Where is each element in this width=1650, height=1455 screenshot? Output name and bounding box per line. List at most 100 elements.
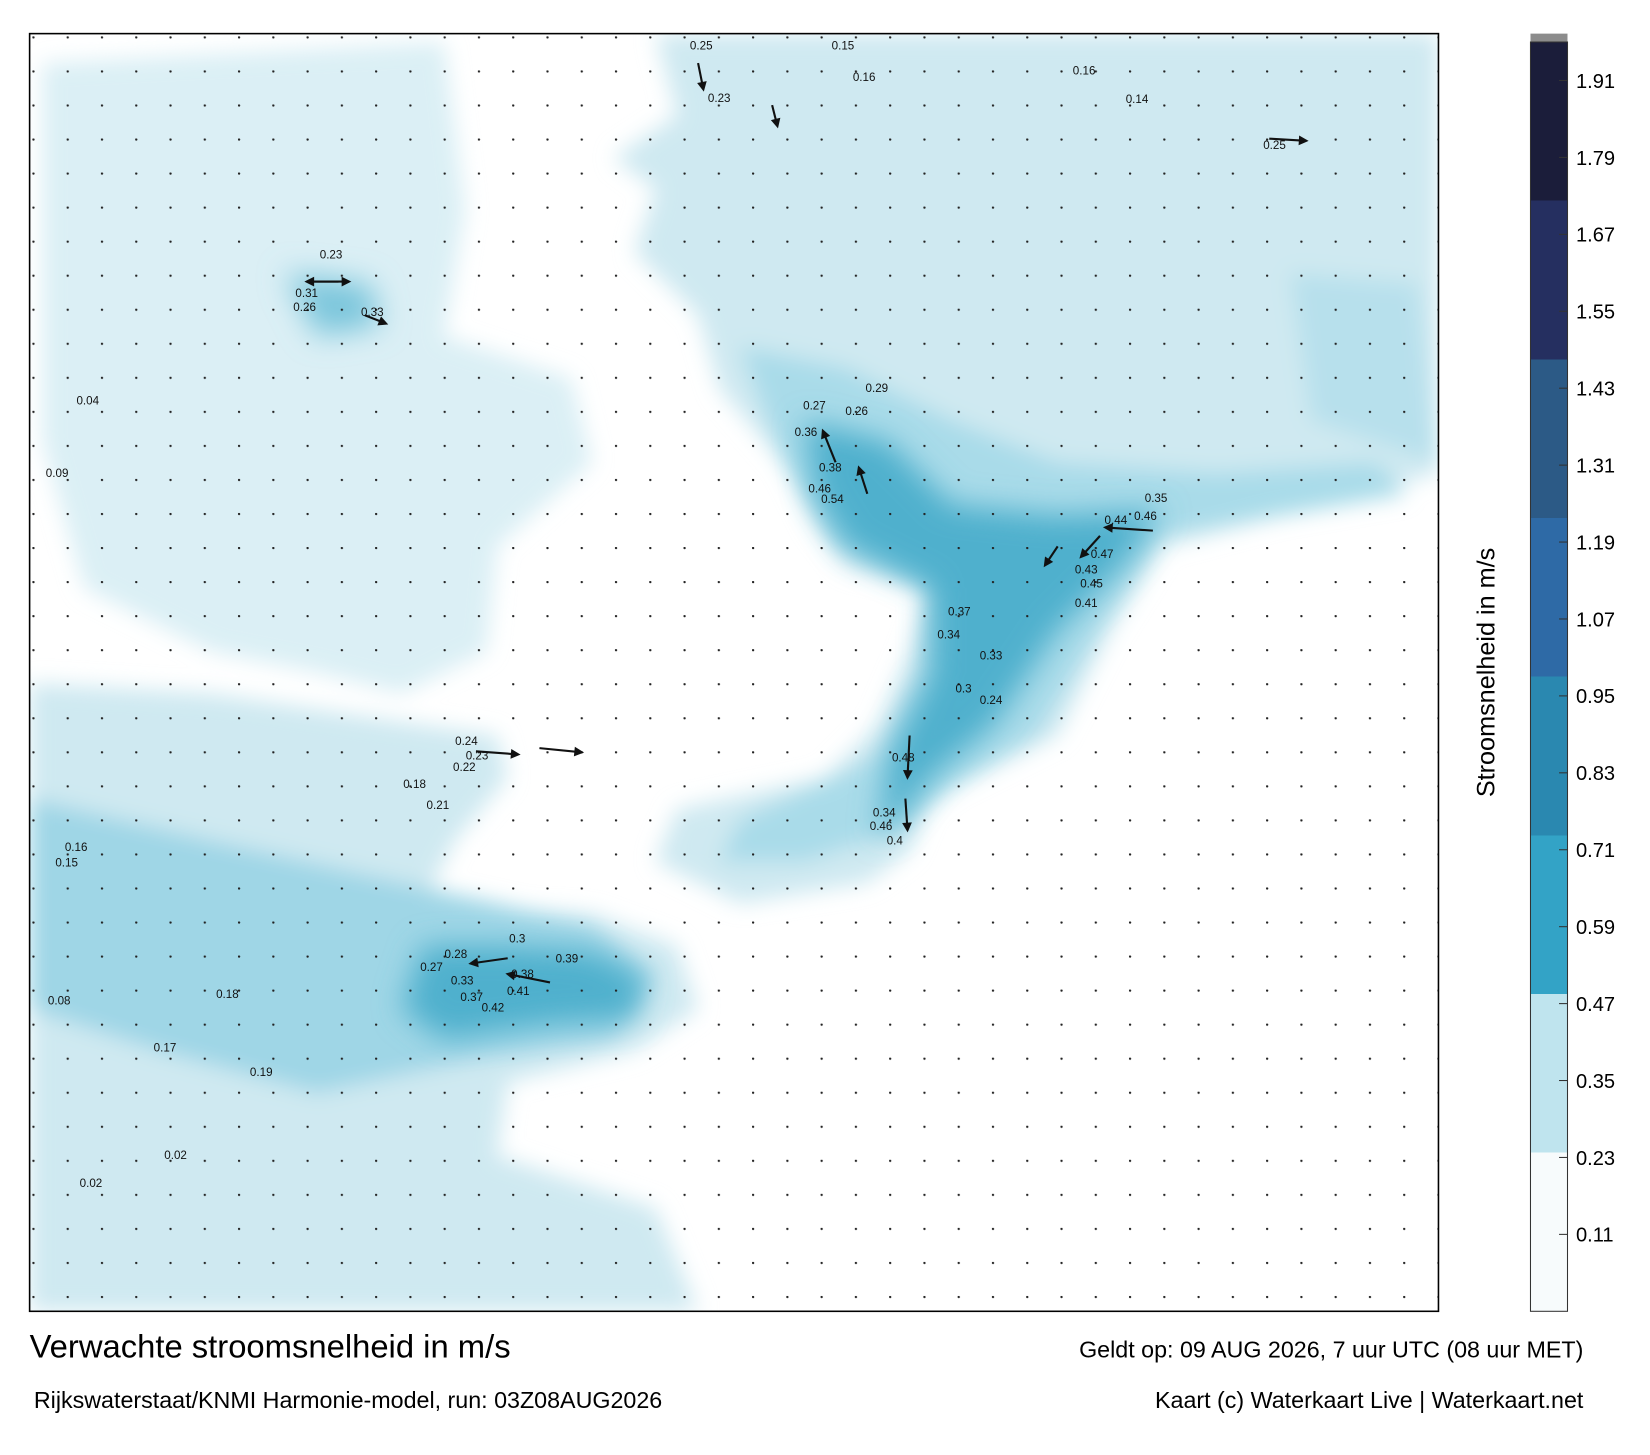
colorbar-tick-label: 1.31 [1576, 456, 1615, 478]
speed-label: 0.02 [80, 1178, 103, 1190]
speed-label: 0.24 [980, 695, 1003, 707]
speed-label: 0.41 [507, 986, 530, 998]
speed-label: 0.35 [1145, 493, 1168, 505]
colorbar-tick-label: 0.71 [1576, 840, 1615, 862]
arrow-head [1079, 548, 1090, 559]
speed-label: 0.31 [295, 288, 318, 300]
colorbar-tick-label: 1.55 [1576, 302, 1615, 324]
colorbar-tick-label: 1.07 [1576, 609, 1615, 631]
speed-label: 0.38 [819, 463, 842, 475]
colorbar-tick-label: 0.11 [1576, 1225, 1614, 1247]
speed-label: 0.19 [250, 1067, 273, 1079]
subtitle: Rijkswaterstaat/KNMI Harmonie-model, run… [34, 1387, 662, 1413]
speed-label: 0.29 [866, 383, 889, 395]
arrow-head [341, 276, 352, 287]
valid-time: Geldt op: 09 AUG 2026, 7 uur UTC (08 uur… [1079, 1337, 1583, 1363]
current-arrows [304, 62, 1309, 984]
speed-label: 0.37 [460, 992, 483, 1004]
speed-label: 0.41 [1075, 598, 1098, 610]
colorbar-tick-label: 0.35 [1576, 1071, 1615, 1093]
colorbar-tick-label: 0.95 [1576, 686, 1615, 708]
speed-label: 0.33 [980, 651, 1003, 663]
speed-label: 0.26 [293, 302, 316, 314]
speed-label: 0.45 [1080, 578, 1103, 590]
speed-label: 0.18 [216, 989, 239, 1001]
colorbar-tick-label: 0.83 [1576, 763, 1615, 785]
speed-label: 0.44 [1105, 515, 1128, 527]
arrow-head [1102, 523, 1114, 533]
arrow-head [770, 117, 781, 129]
speed-label: 0.34 [937, 630, 960, 642]
speed-label: 0.27 [803, 401, 826, 413]
speed-label: 0.48 [892, 753, 915, 765]
speed-label: 0.15 [55, 858, 78, 870]
arrow-head [505, 970, 516, 981]
colorbar-tick-label: 1.91 [1576, 71, 1615, 93]
speed-label: 0.21 [427, 800, 450, 812]
speed-label: 0.36 [795, 427, 818, 439]
credit: Kaart (c) Waterkaart Live | Waterkaart.n… [1155, 1387, 1584, 1413]
speed-label: 0.46 [808, 484, 831, 496]
speed-label: 0.4 [887, 836, 904, 848]
title: Verwachte stroomsnelheid in m/s [30, 1328, 511, 1365]
colorbar-label: Stroomsnelheid in m/s [1472, 548, 1500, 797]
speed-label: 0.26 [845, 406, 868, 418]
arrow-head [468, 957, 479, 968]
speed-label: 0.39 [556, 953, 579, 965]
arrow-head [573, 746, 585, 757]
speed-label: 0.25 [690, 40, 713, 52]
speed-label: 0.09 [46, 468, 69, 480]
speed-label: 0.17 [154, 1043, 177, 1055]
colorbar-tick-label: 1.79 [1576, 148, 1615, 170]
speed-labels: 0.310.26 0.330.230.380.460.540.360.27 0.26… [46, 40, 1286, 1190]
speed-label: 0.16 [65, 842, 88, 854]
colorbar [1529, 41, 1569, 1312]
speed-label: 0.04 [76, 395, 99, 407]
current-arrow [1105, 526, 1153, 532]
speed-label: 0.08 [48, 995, 71, 1007]
speed-label: 0.23 [708, 93, 731, 105]
speed-label: 0.16 [1073, 66, 1096, 78]
speed-label: 0.18 [403, 779, 426, 791]
speed-label: 0.27 [420, 962, 443, 974]
arrow-head [821, 428, 831, 440]
arrow-head [1043, 556, 1054, 568]
speed-label: 0.43 [1075, 565, 1098, 577]
speed-label: 0.38 [511, 969, 534, 981]
speed-label: 0.34 [873, 807, 896, 819]
arrow-head [697, 81, 707, 92]
colorbar-tick-label: 0.23 [1576, 1148, 1615, 1170]
colorbar-cap [1530, 33, 1568, 43]
speed-label: 0.23 [466, 751, 489, 763]
speed-label: 0.3 [509, 933, 525, 945]
arrow-head [1298, 135, 1309, 146]
speed-label: 0.23 [320, 249, 343, 261]
speed-label: 0.46 [1134, 511, 1157, 523]
speed-label: 0.37 [948, 607, 971, 619]
speed-label: 0.24 [455, 736, 478, 748]
colorbar-tick-label: 0.47 [1576, 994, 1615, 1016]
vector-grid [29, 33, 1439, 1312]
arrow-head [902, 769, 913, 780]
map-frame [28, 32, 1440, 1313]
speed-label: 0.14 [1126, 94, 1149, 106]
speed-label: 0.02 [164, 1150, 187, 1162]
speed-label: 0.33 [451, 975, 474, 987]
arrow-head [377, 316, 389, 326]
arrow-head [856, 465, 866, 477]
speed-label: 0.47 [1091, 549, 1114, 561]
colorbar-tick-label: 1.19 [1576, 532, 1615, 554]
colorbar-tick-label: 1.43 [1576, 379, 1615, 401]
speed-label: 0.15 [832, 40, 855, 52]
speed-label: 0.25 [1263, 140, 1286, 152]
speed-label: 0.22 [453, 762, 476, 774]
speed-label: 0.3 [955, 683, 971, 695]
map: 0.310.26 0.330.230.380.460.540.360.27 0.26… [29, 33, 1439, 1312]
arrow-head [510, 749, 521, 759]
speed-label: 0.33 [361, 307, 384, 319]
colorbar-ticks: 0.11 0.23 0.35 0.47 0.59 0.71 0.83 0.95 1.07 1.19… [1559, 71, 1615, 1247]
speed-label: 0.28 [445, 949, 468, 961]
speed-label: 0.42 [482, 1003, 505, 1015]
